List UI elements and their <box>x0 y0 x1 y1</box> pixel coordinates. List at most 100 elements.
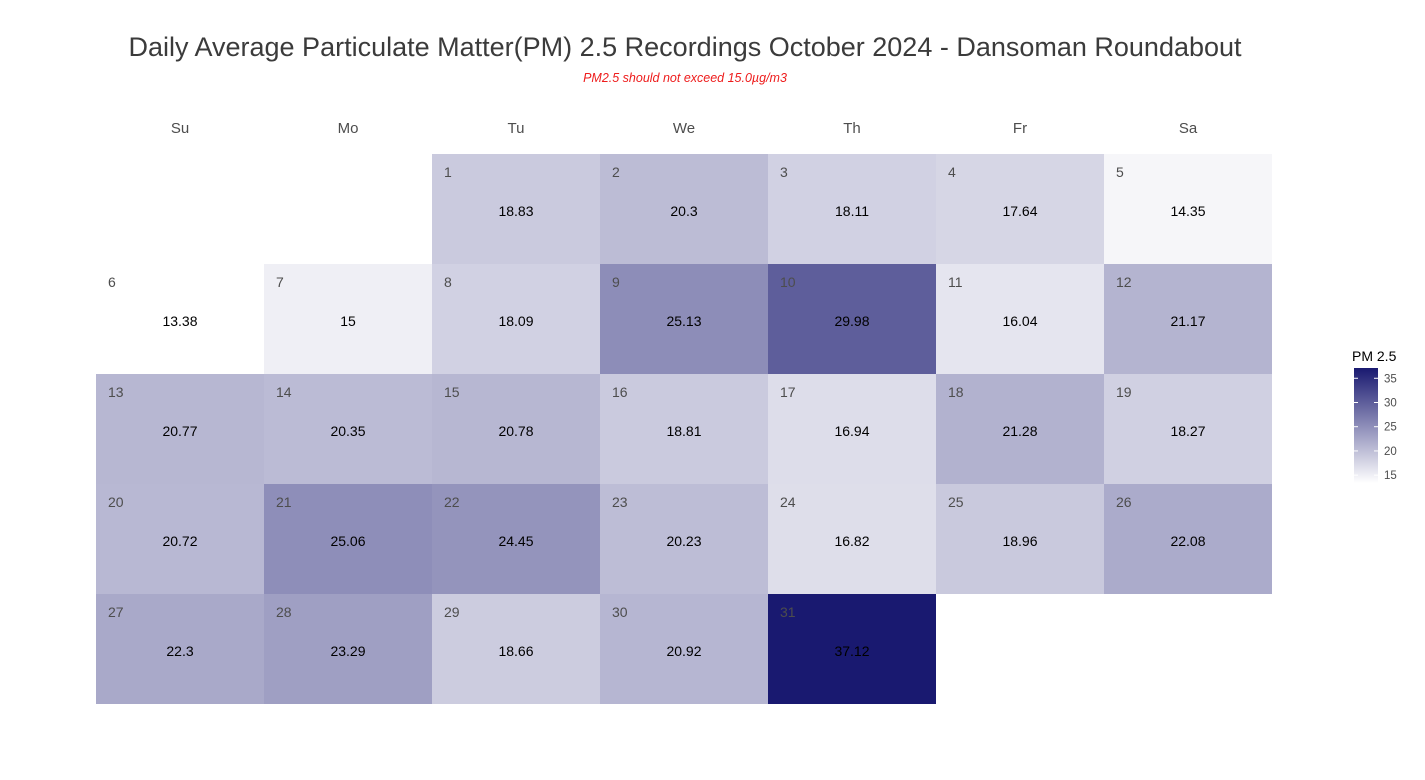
day-cell: 925.13 <box>600 264 768 374</box>
day-cell-fill <box>1104 264 1272 374</box>
day-cell-fill <box>264 484 432 594</box>
day-cell: 17 16.94 <box>768 374 936 484</box>
day-number: 1 <box>444 164 452 180</box>
day-cell: 15 20.78 <box>432 374 600 484</box>
day-cell-fill <box>600 264 768 374</box>
day-number: 13 <box>108 384 124 400</box>
day-cell: 26 22.08 <box>1104 484 1272 594</box>
day-cell-fill <box>96 594 264 704</box>
day-cell: 613.38 <box>96 264 264 374</box>
value-label: 29.98 <box>834 313 869 329</box>
day-number: 27 <box>108 604 124 620</box>
day-cell: 11 16.04 <box>936 264 1104 374</box>
legend-tick-label: 35 <box>1384 373 1397 385</box>
value-label: 24.45 <box>498 533 533 549</box>
day-cell-fill <box>96 264 264 374</box>
day-number: 18 <box>948 384 964 400</box>
value-label: 20.35 <box>330 423 365 439</box>
value-label: 18.11 <box>835 203 869 219</box>
day-cell-fill <box>1104 154 1272 264</box>
day-cell: 27 22.3 <box>96 594 264 704</box>
day-cell-fill <box>264 594 432 704</box>
day-cell-fill <box>936 374 1104 484</box>
day-cell: 318.11 <box>768 154 936 264</box>
day-cell-fill <box>96 484 264 594</box>
legend-title: PM 2.5 <box>1352 348 1397 364</box>
day-number: 25 <box>948 494 964 510</box>
legend-colorbar <box>1354 368 1378 483</box>
value-label: 15 <box>340 313 356 329</box>
value-label: 20.77 <box>162 423 197 439</box>
day-number: 29 <box>444 604 460 620</box>
day-cell: 514.35 <box>1104 154 1272 264</box>
weekday-label: Sa <box>1179 120 1198 137</box>
day-cell: 14 20.35 <box>264 374 432 484</box>
weekday-header: Su Mo Tu We Th Fr Sa <box>171 120 1198 137</box>
day-cell-fill <box>432 484 600 594</box>
day-number: 6 <box>108 274 116 290</box>
day-number: 2 <box>612 164 620 180</box>
value-label: 18.96 <box>1002 533 1037 549</box>
day-cell: 18 21.28 <box>936 374 1104 484</box>
day-cell-fill <box>600 374 768 484</box>
value-label: 18.81 <box>666 423 701 439</box>
value-label: 20.23 <box>666 533 701 549</box>
value-label: 16.04 <box>1002 313 1037 329</box>
weekday-label: Su <box>171 120 189 137</box>
value-label: 20.3 <box>670 203 697 219</box>
day-number: 19 <box>1116 384 1132 400</box>
day-cell-fill <box>768 154 936 264</box>
day-number: 31 <box>780 604 796 620</box>
day-cell: 29 18.66 <box>432 594 600 704</box>
day-number: 5 <box>1116 164 1124 180</box>
day-cell: 220.3 <box>600 154 768 264</box>
value-label: 21.17 <box>1170 313 1205 329</box>
day-cell-fill <box>936 154 1104 264</box>
value-label: 21.28 <box>1002 423 1037 439</box>
day-number: 28 <box>276 604 292 620</box>
day-cell-fill <box>600 594 768 704</box>
value-label: 25.06 <box>330 533 365 549</box>
day-cell: 30 20.92 <box>600 594 768 704</box>
legend-tick-label: 30 <box>1384 397 1397 409</box>
day-number: 17 <box>780 384 796 400</box>
day-number: 3 <box>780 164 788 180</box>
value-label: 22.3 <box>166 643 193 659</box>
day-cell: 23 20.23 <box>600 484 768 594</box>
day-number: 11 <box>948 274 963 290</box>
day-cell: 118.83 <box>432 154 600 264</box>
day-cell: 19 18.27 <box>1104 374 1272 484</box>
value-label: 14.35 <box>1170 203 1205 219</box>
day-cell-fill <box>768 484 936 594</box>
day-number: 20 <box>108 494 124 510</box>
day-cell-fill <box>264 264 432 374</box>
day-cell: 31 37.12 <box>768 594 936 704</box>
day-cell: 7 15 <box>264 264 432 374</box>
value-label: 20.92 <box>666 643 701 659</box>
day-cell-fill <box>600 154 768 264</box>
value-label: 23.29 <box>330 643 365 659</box>
value-label: 37.12 <box>834 643 869 659</box>
day-cell-fill <box>768 264 936 374</box>
day-cell-fill <box>1104 484 1272 594</box>
day-cell: 20 20.72 <box>96 484 264 594</box>
value-label: 18.83 <box>498 203 533 219</box>
day-cell-fill <box>600 484 768 594</box>
day-number: 4 <box>948 164 956 180</box>
day-cell-fill <box>432 264 600 374</box>
day-cell-fill <box>96 374 264 484</box>
weekday-label: Th <box>843 120 861 137</box>
day-number: 10 <box>780 274 796 290</box>
value-label: 22.08 <box>1170 533 1205 549</box>
value-label: 16.94 <box>834 423 869 439</box>
day-cell: 12 21.17 <box>1104 264 1272 374</box>
day-cell: 10 29.98 <box>768 264 936 374</box>
day-number: 21 <box>276 494 292 510</box>
weekday-label: Mo <box>338 120 359 137</box>
day-cell-fill <box>264 374 432 484</box>
day-number: 15 <box>444 384 460 400</box>
weekday-label: We <box>673 120 695 137</box>
weekday-label: Fr <box>1013 120 1027 137</box>
day-number: 7 <box>276 274 284 290</box>
